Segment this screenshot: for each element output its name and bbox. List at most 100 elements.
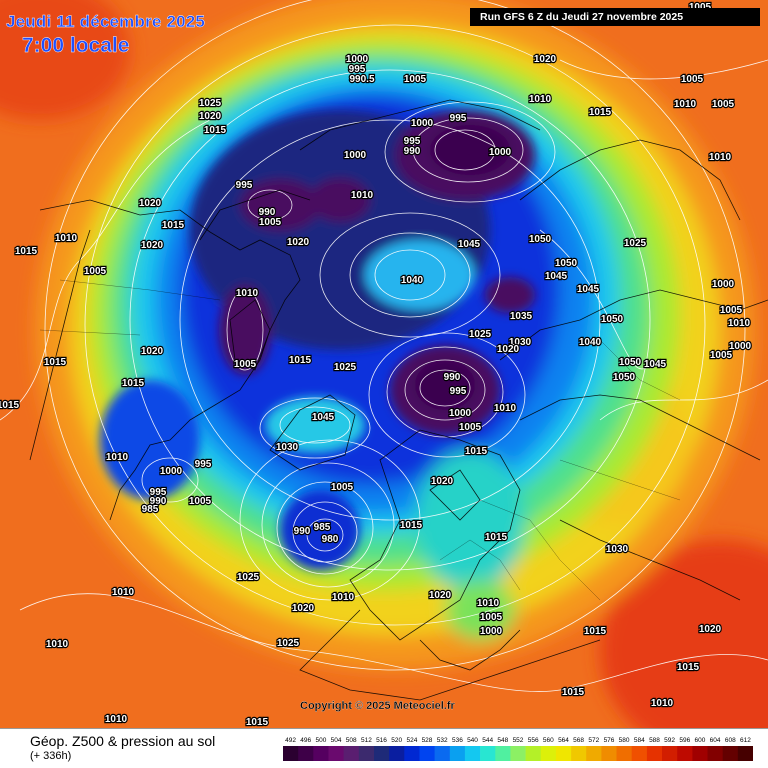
legend-color-swatch <box>707 746 723 761</box>
isobar-label: 1045 <box>312 412 335 423</box>
legend-color-swatch <box>404 746 420 761</box>
isobar-label: 1020 <box>139 198 162 209</box>
legend-tick-label: 604 <box>710 737 721 744</box>
coastlines <box>29 99 768 701</box>
isobar-label: 1010 <box>651 698 674 709</box>
isobar-label: 1045 <box>458 239 481 250</box>
legend-tick-label: 572 <box>588 737 599 744</box>
z500-atlantic-low <box>280 490 360 570</box>
isobar-label: 985 <box>142 504 159 515</box>
isobar-label: 990 <box>444 372 461 383</box>
z500-labrador-blue <box>100 380 200 500</box>
isobar-label: 1020 <box>431 476 454 487</box>
isobar-label: 1015 <box>289 355 312 366</box>
legend-color-swatch <box>586 746 602 761</box>
z500-band-red-se <box>600 540 768 728</box>
forecast-date-title: Jeudi 11 décembre 2025 <box>6 12 206 31</box>
isobar-label: 1020 <box>141 346 164 357</box>
isobar-label: 1015 <box>204 125 227 136</box>
isobar-label: 1040 <box>579 337 602 348</box>
isobar-label: 1000 <box>712 279 735 290</box>
isobar-label: 1000 <box>346 54 369 65</box>
isobar-label: 1005 <box>480 612 503 623</box>
isobar-label: 1015 <box>677 662 700 673</box>
isobar-label: 1050 <box>613 372 636 383</box>
isobar-label: 990 <box>404 146 421 157</box>
isobar-label: 1050 <box>601 314 624 325</box>
isobar-label: 1030 <box>276 442 299 453</box>
isobar-label: 1005 <box>234 359 257 370</box>
isobar-label: 1015 <box>562 687 585 698</box>
legend-tick-label: 612 <box>740 737 751 744</box>
isobar-label: 1020 <box>292 603 315 614</box>
legend-tick-label: 588 <box>649 737 660 744</box>
legend-tick-label: 552 <box>513 737 524 744</box>
legend-tick-label: 540 <box>467 737 478 744</box>
isobar-label: 1005 <box>459 422 482 433</box>
legend-tick-label: 496 <box>300 737 311 744</box>
isobar-label: 1010 <box>494 403 517 414</box>
isobar-contours <box>0 0 768 692</box>
isobar-label: 1015 <box>400 520 423 531</box>
z500-siberia-low-core <box>430 125 510 175</box>
isobar-label: 1005 <box>404 74 427 85</box>
isobar-label: 1000 <box>489 147 512 158</box>
legend-color-swatch <box>555 746 572 761</box>
isobar-label: 1000 <box>729 341 752 352</box>
isobar-label: 1010 <box>728 318 751 329</box>
isobar-label: 1020 <box>534 54 557 65</box>
isobar-label: 1035 <box>510 311 533 322</box>
isobar-label: 1050 <box>555 258 578 269</box>
isobar-label: 1005 <box>259 217 282 228</box>
isobar-label: 990 <box>150 496 167 507</box>
z500-scandinavia-low-core <box>415 360 475 410</box>
isobar-label: 1010 <box>105 714 128 725</box>
isobar-label: 995 <box>450 113 467 124</box>
isobar-label: 990 <box>294 526 311 537</box>
legend-tick-label: 556 <box>528 737 539 744</box>
isobar-label: 1030 <box>606 544 629 555</box>
isobar-label: 1000 <box>160 466 183 477</box>
legend-color-swatch <box>283 746 299 761</box>
color-scale-legend: 492 496 500 504 508 512 516 520 524 528 532 536 540 5… <box>283 737 753 761</box>
legend-tick-label: 568 <box>573 737 584 744</box>
z500-greenland-low <box>219 285 271 375</box>
isobar-labels: 1005 1020 1000 995 990.5 1005 1005 1010 1010 1005… <box>0 1 753 728</box>
legend-tick-label: 584 <box>634 737 645 744</box>
legend-tick-label: 504 <box>331 737 342 744</box>
isobar-label: 985 <box>314 522 331 533</box>
isobar-label: 1015 <box>485 532 508 543</box>
legend-tick-label: 600 <box>694 737 705 744</box>
isobar-label: 1010 <box>106 452 129 463</box>
legend-color-swatch <box>358 746 375 761</box>
isobar-label: 1050 <box>529 234 552 245</box>
legend-color-swatch <box>389 746 405 761</box>
isobar-label: 1010 <box>332 592 355 603</box>
isobar-label: 1010 <box>236 288 259 299</box>
isobar-label: 1025 <box>199 98 222 109</box>
legend-color-swatch <box>374 746 390 761</box>
isobar-label: 1000 <box>344 150 367 161</box>
legend-tick-label: 608 <box>725 737 736 744</box>
legend-color-swatch <box>434 746 451 761</box>
legend-color-swatch <box>328 746 344 761</box>
isobar-label: 990.5 <box>349 74 374 85</box>
isobar-label: 1020 <box>287 237 310 248</box>
legend-tick-label: 560 <box>543 737 554 744</box>
isobar-label: 1030 <box>509 337 532 348</box>
copyright-text: Copyright © 2025 Meteociel.fr <box>300 700 455 712</box>
isobar-label: 1020 <box>141 240 164 251</box>
geopotential-map: 1005 1020 1000 995 990.5 1005 1005 1010 1010 1005… <box>0 0 768 728</box>
legend-color-swatch <box>677 746 693 761</box>
legend-tick-label: 516 <box>376 737 387 744</box>
forecast-time-title: 7:00 locale <box>22 34 130 57</box>
legend-color-swatch <box>646 746 663 761</box>
legend-color-swatch <box>737 746 753 761</box>
z500-band-red-ne <box>0 0 130 120</box>
legend-tick-label: 512 <box>361 737 372 744</box>
isobar-label: 995 <box>236 180 253 191</box>
footer-subtitle: (+ 336h) <box>30 750 72 762</box>
isobar-label: 995 <box>150 487 167 498</box>
isobar-label: 1015 <box>122 378 145 389</box>
